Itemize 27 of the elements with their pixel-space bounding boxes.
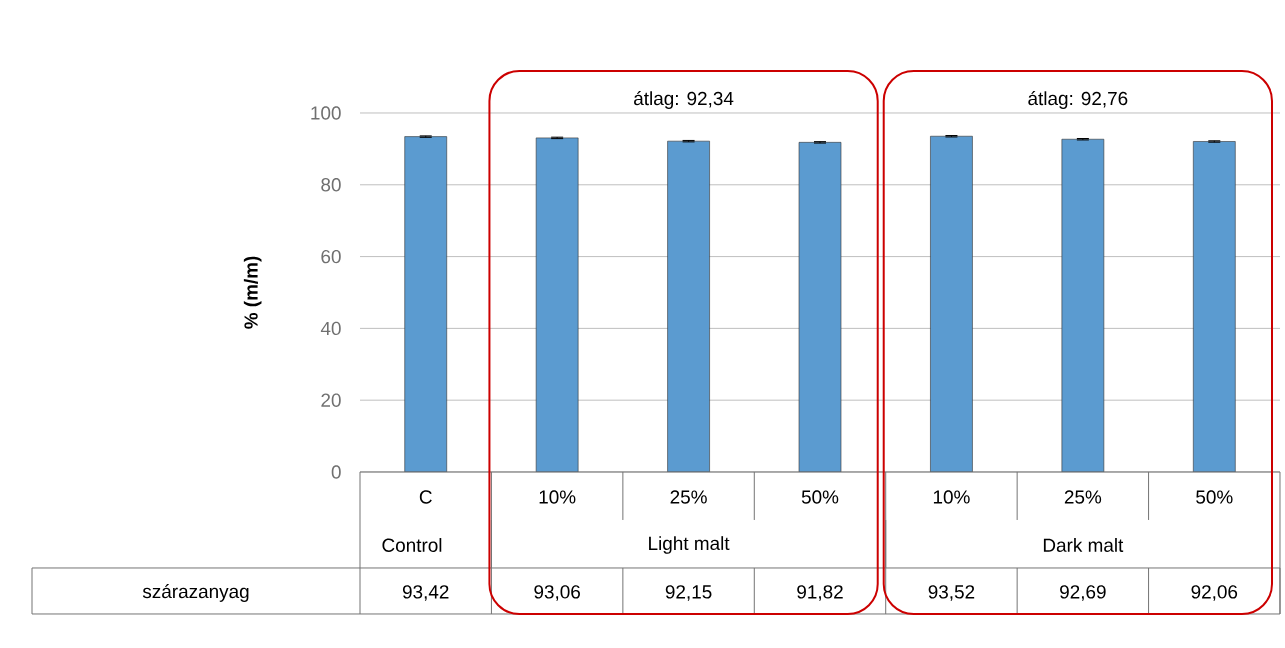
data-label: 91,82 <box>797 585 843 601</box>
x-tick-label: 50% <box>1196 490 1233 504</box>
data-label: 92,06 <box>1191 585 1238 601</box>
y-tick-label: 60 <box>321 249 341 264</box>
text: Light malt <box>649 536 730 554</box>
x-tick-label: C <box>419 490 432 504</box>
text: Control <box>382 538 442 552</box>
x-tick-label: 25% <box>670 490 707 504</box>
text: szárazanyag <box>142 584 249 602</box>
x-tick-label: 50% <box>801 490 839 504</box>
text: átlag: 92,76 <box>1028 91 1128 109</box>
data-label: 92,69 <box>1060 585 1106 601</box>
x-tick-label: 10% <box>933 490 970 504</box>
y-tick-label: 20 <box>321 393 341 407</box>
y-tick-label: 100 <box>311 106 341 120</box>
text: átlag: 92,34 <box>634 91 734 109</box>
y-tick-label: 80 <box>321 178 341 192</box>
y-tick-label: 0 <box>331 465 341 479</box>
data-label: 93,06 <box>534 585 580 601</box>
data-label: 93,42 <box>402 585 449 601</box>
x-tick-label: 10% <box>539 490 576 504</box>
text: Dark malt <box>1043 538 1124 552</box>
x-tick-label: 25% <box>1064 490 1102 504</box>
y-tick-label: 40 <box>320 321 341 336</box>
data-label: 93,52 <box>928 585 975 601</box>
data-label: 92,15 <box>665 585 712 601</box>
y-axis-title: % (m/m) <box>243 256 262 329</box>
